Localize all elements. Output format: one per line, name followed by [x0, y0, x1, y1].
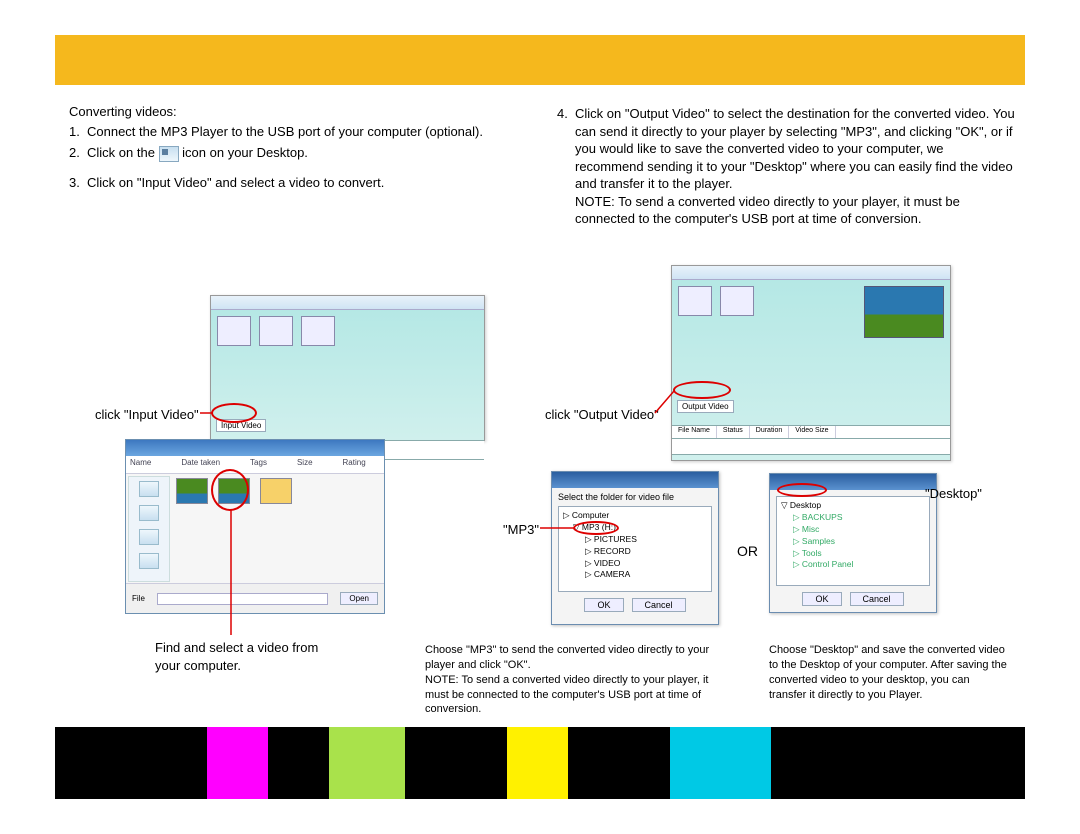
- step-text-part: Click on "Output Video" to select the de…: [575, 106, 1015, 191]
- places-icon: [139, 505, 159, 521]
- cancel-button[interactable]: Cancel: [632, 598, 686, 612]
- step-number: 1.: [69, 123, 87, 141]
- folder-tree[interactable]: ▷ Computer ▽ MP3 (H:) ▷ PICTURES ▷ RECOR…: [558, 506, 712, 592]
- dialog-body: [126, 474, 384, 584]
- step-text: Click on "Input Video" and select a vide…: [87, 174, 527, 192]
- open-button[interactable]: Open: [340, 592, 378, 605]
- places-icon: [139, 553, 159, 569]
- step-text: Click on the icon on your Desktop.: [87, 144, 527, 162]
- input-video-highlight-ellipse: [211, 403, 257, 423]
- toolbar-thumb: [301, 316, 335, 346]
- page-header-bar: [55, 35, 1025, 85]
- converter-desktop-icon: [159, 146, 179, 162]
- dialog-titlebar: [126, 440, 384, 456]
- output-video-highlight-ellipse: [673, 381, 731, 399]
- step-number: 4.: [557, 105, 575, 228]
- callout-input-video: click "Input Video": [95, 407, 199, 422]
- window-toolbar: [217, 316, 335, 346]
- callout-output-video: click "Output Video": [545, 407, 659, 422]
- video-preview-thumb: [864, 286, 944, 338]
- browse-folder-dialog-mp3: Select the folder for video file ▷ Compu…: [551, 471, 719, 625]
- ok-button[interactable]: OK: [802, 592, 841, 606]
- step-number: 2.: [69, 144, 87, 162]
- places-icon: [139, 481, 159, 497]
- dialog-buttons: OK Cancel: [552, 592, 718, 618]
- places-icon: [139, 529, 159, 545]
- file-table-header: File NameStatusDurationVideo Size: [672, 425, 950, 439]
- find-select-caption: Find and select a video from your comput…: [155, 639, 325, 675]
- filename-label: File: [132, 594, 145, 603]
- file-thumb[interactable]: [176, 478, 208, 504]
- tree-item-desktop[interactable]: Desktop: [790, 500, 821, 510]
- window-body: Output Video File NameStatusDurationVide…: [672, 280, 950, 460]
- steps-list: 4. Click on "Output Video" to select the…: [557, 105, 1015, 228]
- document-page: Converting videos: 1. Connect the MP3 Pl…: [55, 35, 1025, 795]
- step-note: NOTE: To send a converted video directly…: [575, 194, 960, 227]
- dialog-view-strip: NameDate takenTagsSizeRating: [126, 456, 384, 474]
- places-sidebar: [128, 476, 170, 582]
- mp3-highlight-ellipse: [573, 521, 619, 535]
- window-titlebar: [211, 296, 484, 310]
- left-column: Converting videos: 1. Connect the MP3 Pl…: [69, 103, 527, 232]
- step-text-part: icon on your Desktop.: [182, 145, 308, 160]
- selected-file-highlight-ellipse: [211, 469, 249, 511]
- window-body: Input Video File NameStatusDurationVideo…: [211, 310, 484, 440]
- step-number: 3.: [69, 174, 87, 192]
- toolbar-thumb: [720, 286, 754, 316]
- mp3-caption: Choose "MP3" to send the converted video…: [425, 643, 720, 717]
- steps-list: 1. Connect the MP3 Player to the USB por…: [69, 123, 527, 192]
- open-file-dialog-screenshot: NameDate takenTagsSizeRating File Open: [125, 439, 385, 614]
- or-label: OR: [737, 543, 758, 559]
- callout-mp3: "MP3": [503, 522, 539, 537]
- main-content: Converting videos: 1. Connect the MP3 Pl…: [55, 85, 1025, 242]
- window-toolbar: [678, 286, 754, 316]
- dialog-footer: File Open: [126, 583, 384, 613]
- step-text: Click on "Output Video" to select the de…: [575, 105, 1015, 228]
- right-column: 4. Click on "Output Video" to select the…: [557, 103, 1015, 232]
- output-video-button[interactable]: Output Video: [677, 400, 734, 413]
- toolbar-thumb: [217, 316, 251, 346]
- folder-tree[interactable]: ▽ Desktop ▷ BACKUPS ▷ Misc ▷ Samples ▷ T…: [776, 496, 930, 586]
- footer-color-strip: [55, 727, 1025, 799]
- ok-button[interactable]: OK: [584, 598, 623, 612]
- cancel-button[interactable]: Cancel: [850, 592, 904, 606]
- converter-window-screenshot: Output Video File NameStatusDurationVide…: [671, 265, 951, 461]
- desktop-caption: Choose "Desktop" and save the converted …: [769, 643, 1009, 702]
- dialog-buttons: OK Cancel: [770, 586, 936, 612]
- dialog-label: Select the folder for video file: [552, 488, 718, 506]
- step-text: Connect the MP3 Player to the USB port o…: [87, 123, 527, 141]
- toolbar-thumb: [259, 316, 293, 346]
- desktop-highlight-ellipse: [777, 483, 827, 497]
- folder-thumb[interactable]: [260, 478, 292, 504]
- window-titlebar: [672, 266, 950, 280]
- step-text-part: Click on the: [87, 145, 155, 160]
- file-table-row: [672, 439, 950, 455]
- section-heading: Converting videos:: [69, 103, 527, 121]
- callout-desktop: "Desktop": [925, 486, 982, 501]
- dialog-titlebar: [552, 472, 718, 488]
- filename-combo[interactable]: [157, 593, 329, 605]
- tree-item[interactable]: Computer: [572, 510, 609, 520]
- toolbar-thumb: [678, 286, 712, 316]
